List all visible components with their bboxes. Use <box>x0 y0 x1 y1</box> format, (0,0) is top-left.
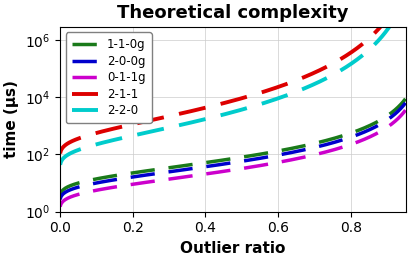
0-1-1g <box>317 152 322 155</box>
2-0-0g <box>261 156 265 159</box>
2-1-1 <box>119 125 124 128</box>
Legend: 1-1-0g, 2-0-0g, 0-1-1g, 2-1-1, 2-2-0: 1-1-0g, 2-0-0g, 0-1-1g, 2-1-1, 2-2-0 <box>65 32 151 124</box>
2-2-0 <box>261 102 265 105</box>
2-2-0 <box>119 137 124 140</box>
1-1-0g <box>213 159 218 162</box>
1-1-0g <box>317 140 322 144</box>
2-1-1 <box>146 119 151 122</box>
1-1-0g <box>119 173 124 176</box>
2-2-0 <box>146 131 151 134</box>
0-1-1g <box>402 109 407 112</box>
X-axis label: Outlier ratio: Outlier ratio <box>180 241 285 256</box>
2-1-1 <box>317 68 322 72</box>
2-0-0g <box>288 151 292 154</box>
Line: 0-1-1g: 0-1-1g <box>60 110 405 207</box>
0-1-1g <box>261 163 265 166</box>
1-1-0g <box>288 147 292 150</box>
Line: 1-1-0g: 1-1-0g <box>60 99 405 195</box>
Line: 2-0-0g: 2-0-0g <box>60 103 405 199</box>
2-0-0g <box>58 198 63 201</box>
2-0-0g <box>119 177 124 180</box>
2-1-1 <box>213 103 218 107</box>
Y-axis label: time (μs): time (μs) <box>4 80 19 158</box>
2-0-0g <box>146 173 151 176</box>
2-0-0g <box>213 164 218 167</box>
2-0-0g <box>402 101 407 105</box>
2-1-1 <box>58 152 63 155</box>
Title: Theoretical complexity: Theoretical complexity <box>117 4 348 22</box>
1-1-0g <box>146 169 151 172</box>
0-1-1g <box>288 158 292 161</box>
Line: 2-1-1: 2-1-1 <box>60 0 405 153</box>
0-1-1g <box>146 180 151 184</box>
1-1-0g <box>402 97 407 100</box>
2-0-0g <box>317 145 322 148</box>
0-1-1g <box>58 205 63 208</box>
2-2-0 <box>288 92 292 95</box>
1-1-0g <box>58 194 63 197</box>
0-1-1g <box>213 171 218 174</box>
2-1-1 <box>288 81 292 84</box>
Line: 2-2-0: 2-2-0 <box>60 0 405 165</box>
1-1-0g <box>261 152 265 155</box>
2-2-0 <box>213 115 218 118</box>
2-2-0 <box>58 163 63 166</box>
2-1-1 <box>261 90 265 93</box>
2-2-0 <box>317 80 322 83</box>
0-1-1g <box>119 184 124 187</box>
